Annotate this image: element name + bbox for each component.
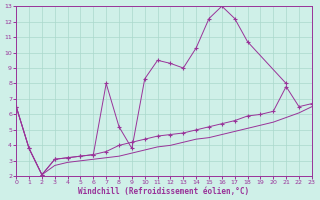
X-axis label: Windchill (Refroidissement éolien,°C): Windchill (Refroidissement éolien,°C): [78, 187, 250, 196]
